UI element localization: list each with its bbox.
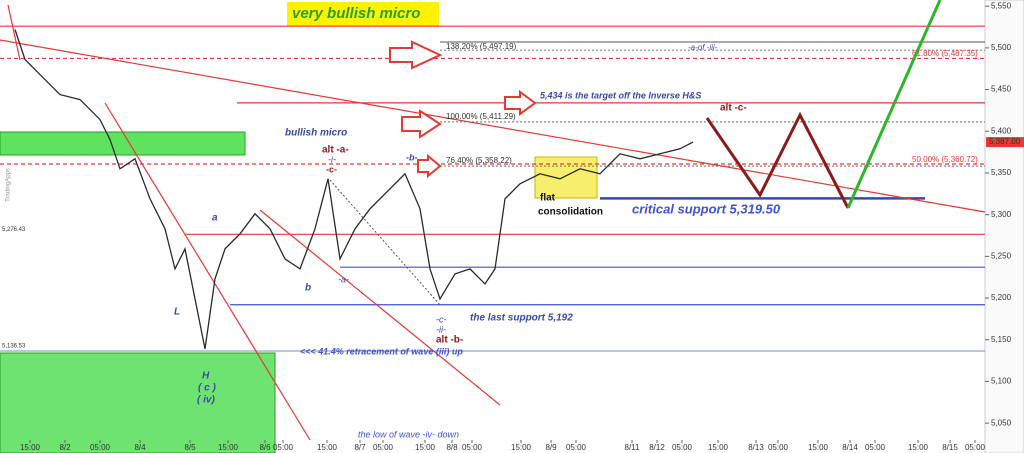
annotation: -ii-	[436, 324, 446, 334]
x-tick-label: 8/7	[354, 443, 366, 452]
annotation: -i-	[328, 154, 336, 164]
annotation: 138.20% (5,497.19)	[446, 42, 517, 51]
x-tick-label: 05:00	[768, 443, 789, 452]
x-tick-label: 05:00	[865, 443, 886, 452]
annotation: TradingApps	[6, 168, 12, 202]
price-tag-label: 5,387.00	[989, 137, 1021, 146]
wave-line	[329, 179, 441, 306]
annotation: critical support 5,319.50	[632, 201, 781, 216]
annotation: L	[174, 307, 180, 318]
y-tick-label: 5,150	[991, 335, 1012, 344]
annotation: -a-of -iii-	[688, 43, 718, 52]
annotation: bullish micro	[285, 128, 347, 139]
x-tick-label: 8/14	[842, 443, 858, 452]
y-tick-label: 5,200	[991, 293, 1012, 302]
trendlines	[0, 4, 986, 441]
trendline	[0, 39, 986, 213]
y-tick-label: 5,300	[991, 210, 1012, 219]
annotation: ( iv)	[197, 395, 215, 406]
arrows	[389, 40, 537, 179]
axis-bg	[984, 0, 1024, 453]
x-tick-label: 15:00	[218, 443, 239, 452]
trendline	[259, 209, 501, 406]
x-tick-label: 15:00	[511, 443, 532, 452]
zone	[534, 156, 598, 199]
projection	[705, 111, 850, 209]
annotation: ( c )	[198, 383, 216, 394]
annotation: flat	[540, 193, 556, 204]
annotation: alt -c-	[720, 103, 747, 114]
annotation: the low of wave -iv- down	[358, 429, 459, 439]
x-tick-label: 8/6	[259, 443, 271, 452]
annotation: H	[202, 371, 210, 382]
x-tick-label: 05:00	[373, 443, 394, 452]
annotation: 61.80% (5,487.35)	[912, 49, 978, 58]
y-tick-label: 5,250	[991, 251, 1012, 260]
annotation: -c-	[436, 314, 447, 324]
annotation: alt -a-	[322, 145, 349, 156]
level-label: 5,276.43	[2, 227, 26, 233]
projection	[846, 0, 942, 209]
y-tick-label: 5,050	[991, 418, 1012, 427]
annotation: a	[212, 213, 218, 224]
y-tick-label: 5,500	[991, 43, 1012, 52]
y-tick-label: 5,450	[991, 85, 1012, 94]
arrow	[401, 109, 442, 139]
x-tick-label: 8/9	[545, 443, 557, 452]
annotation: -b-	[406, 152, 418, 162]
trendline	[7, 4, 21, 61]
zone	[0, 131, 246, 156]
annotation: 100.00% (5,411.29)	[446, 112, 516, 121]
price-line	[14, 29, 694, 350]
annotation: 76.40% (5,358.22)	[446, 156, 512, 165]
x-tick-label: 05:00	[273, 443, 294, 452]
zone	[0, 352, 276, 453]
annotation: b	[305, 283, 311, 294]
x-tick-label: 8/2	[59, 443, 71, 452]
y-tick-label: 5,400	[991, 126, 1012, 135]
x-tick-label: 15:00	[808, 443, 829, 452]
x-tick-label: 8/8	[446, 443, 458, 452]
x-tick-label: 15:00	[317, 443, 338, 452]
annotation: the last support 5,192	[470, 313, 573, 324]
price-tag	[986, 137, 1024, 148]
x-tick-label: 05:00	[566, 443, 587, 452]
x-tick-label: 8/12	[649, 443, 665, 452]
trendline	[104, 102, 311, 441]
x-tick-label: 15:00	[20, 443, 41, 452]
annotation: very bullish micro	[292, 5, 420, 22]
annotation: 50.00% (5,360.72)	[912, 155, 978, 164]
x-tick-label: 05:00	[672, 443, 693, 452]
y-tick-label: 5,550	[991, 1, 1012, 10]
x-tick-label: 8/4	[134, 443, 146, 452]
annotation: -a-	[338, 274, 349, 284]
x-tick-label: 15:00	[708, 443, 729, 452]
title-bg	[287, 2, 439, 26]
x-tick-label: 8/11	[625, 443, 641, 452]
annotation: <<< 41.4% retracement of wave (iii) up	[300, 346, 463, 356]
x-tick-label: 8/5	[184, 443, 196, 452]
x-tick-label: 05:00	[462, 443, 483, 452]
y-tick-label: 5,350	[991, 168, 1012, 177]
arrow	[389, 40, 443, 70]
x-tick-label: 8/15	[942, 443, 958, 452]
arrow	[417, 153, 442, 179]
annotation: alt -b-	[436, 335, 463, 346]
level-label: 5,136.53	[2, 344, 26, 350]
x-tick-label: 15:00	[415, 443, 436, 452]
x-tick-label: 8/13	[748, 443, 764, 452]
annotation: 5,434 is the target off the Inverse H&S	[540, 90, 701, 100]
annotation: -c-	[326, 164, 337, 174]
arrow	[504, 90, 537, 116]
x-tick-label: 05:00	[90, 443, 111, 452]
x-tick-label: 05:00	[965, 443, 986, 452]
y-tick-label: 5,100	[991, 377, 1012, 386]
annotation: consolidation	[538, 207, 603, 218]
x-tick-label: 15:00	[908, 443, 929, 452]
